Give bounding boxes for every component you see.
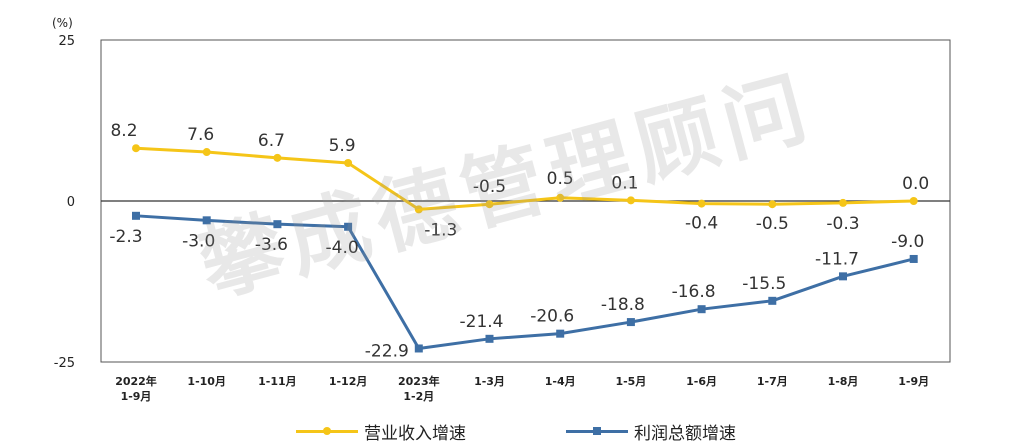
data-label: -20.6 xyxy=(530,307,574,327)
data-label: -11.7 xyxy=(815,249,859,269)
data-point xyxy=(132,144,140,153)
data-label: 8.2 xyxy=(110,121,137,141)
x-tick-label: 2023年 xyxy=(398,374,440,388)
x-tick-label: 1-5月 xyxy=(615,375,646,388)
data-point xyxy=(697,305,706,314)
data-point xyxy=(697,199,706,208)
x-axis: 2022年 1-9月 1-10月 1-11月 1-12月 2023年 1-2月 1-3月 1-4… xyxy=(115,374,929,403)
data-point xyxy=(768,200,777,209)
data-point xyxy=(273,153,282,162)
data-point xyxy=(839,272,847,281)
legend-label-profit: 利润总额增速 xyxy=(634,424,736,444)
y-axis: 25 0 -25 xyxy=(54,34,75,371)
data-point xyxy=(839,198,847,207)
legend-item-profit: 利润总额增速 xyxy=(566,419,736,444)
series-line-1 xyxy=(135,214,915,350)
data-point xyxy=(556,329,565,338)
legend-item-revenue: 营业收入增速 xyxy=(296,419,466,444)
series-line-0 xyxy=(135,146,914,211)
data-label: -22.9 xyxy=(365,341,409,361)
data-label: 5.9 xyxy=(329,136,356,156)
data-point xyxy=(132,211,140,220)
data-point xyxy=(626,318,635,327)
data-point xyxy=(556,193,565,202)
y-unit-label: (%) xyxy=(52,16,73,30)
data-label: -1.3 xyxy=(424,220,457,240)
data-label: 7.6 xyxy=(187,125,214,145)
data-label-layer: 8.2 7.6 6.7 5.9 -1.3 -0.5 0.5 0.1 -0.4 -0.5 -0.3 0.… xyxy=(109,121,929,361)
data-label: -18.8 xyxy=(601,295,645,315)
data-label: -0.3 xyxy=(826,214,859,234)
data-label: 0.5 xyxy=(547,169,574,189)
data-point xyxy=(344,222,353,231)
y-tick-label: 0 xyxy=(67,195,75,210)
data-point xyxy=(485,334,494,343)
data-point xyxy=(768,296,777,305)
x-tick-label: 1-9月 xyxy=(121,390,152,403)
data-point xyxy=(202,216,211,225)
data-label: -0.5 xyxy=(473,177,506,197)
legend-label-revenue: 营业收入增速 xyxy=(364,424,466,444)
x-tick-label: 1-11月 xyxy=(258,375,297,388)
data-point xyxy=(202,148,211,157)
data-label: -15.5 xyxy=(742,274,786,294)
x-tick-label: 1-7月 xyxy=(757,375,788,388)
data-label: -2.3 xyxy=(109,227,142,247)
x-tick-label: 1-2月 xyxy=(403,390,434,403)
data-point xyxy=(626,196,635,205)
data-point xyxy=(414,344,423,353)
data-label: -3.6 xyxy=(255,235,288,255)
data-point xyxy=(273,220,282,229)
data-label: -21.4 xyxy=(460,312,504,332)
data-label: -3.0 xyxy=(182,231,215,251)
data-label: -0.4 xyxy=(685,214,718,234)
data-point xyxy=(485,200,494,209)
data-label: -0.5 xyxy=(756,214,789,234)
legend-swatch-revenue xyxy=(296,427,358,435)
data-point xyxy=(909,254,918,263)
data-point xyxy=(909,197,918,205)
x-tick-label: 1-9月 xyxy=(898,375,929,388)
x-tick-label: 1-10月 xyxy=(187,375,226,388)
data-point xyxy=(344,159,353,168)
legend-marker-profit xyxy=(593,427,601,435)
series-layer xyxy=(132,144,918,353)
data-label: -16.8 xyxy=(672,282,716,302)
legend-swatch-profit xyxy=(566,427,628,435)
data-label: -4.0 xyxy=(326,238,359,258)
x-tick-label: 1-6月 xyxy=(686,375,717,388)
x-tick-label: 1-8月 xyxy=(828,375,859,388)
x-tick-label: 1-3月 xyxy=(474,375,505,388)
data-label: 6.7 xyxy=(258,131,285,151)
data-point xyxy=(414,205,423,214)
x-tick-label: 1-12月 xyxy=(329,375,368,388)
y-tick-label: 25 xyxy=(58,34,75,49)
data-label: -9.0 xyxy=(891,232,924,252)
legend: 营业收入增速 利润总额增速 xyxy=(0,413,1029,445)
x-tick-label: 2022年 xyxy=(115,374,157,388)
x-tick-label: 1-4月 xyxy=(545,375,576,388)
data-label: 0.0 xyxy=(902,174,929,194)
legend-marker-revenue xyxy=(323,427,331,435)
data-label: 0.1 xyxy=(611,173,638,193)
line-chart: (%) 25 0 -25 2022年 1-9月 1-10月 1-11月 1-12月 2023年… xyxy=(52,16,951,403)
y-tick-label: -25 xyxy=(54,356,75,371)
